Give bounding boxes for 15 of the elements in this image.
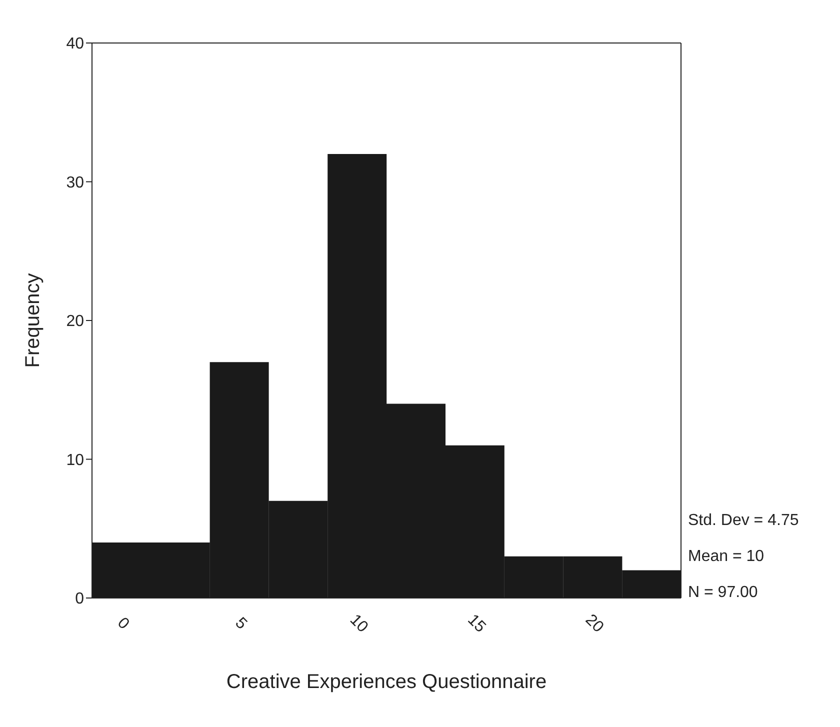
y-tick-label: 40 <box>66 36 84 53</box>
x-tick-label: 15 <box>464 611 489 636</box>
y-tick-label: 20 <box>66 313 84 330</box>
x-axis-title: Creative Experiences Questionnaire <box>226 671 547 693</box>
x-tick-label: 20 <box>582 611 607 636</box>
x-tick-label: 0 <box>114 614 132 633</box>
text: Mean = 10 <box>688 548 764 566</box>
text: N = 97.00 <box>688 584 758 602</box>
y-tick-label: 30 <box>66 174 84 192</box>
x-tick-label: 10 <box>346 611 372 636</box>
y-tick-label: 0 <box>75 590 84 608</box>
y-tick-label: 10 <box>66 452 84 469</box>
text: Std. Dev = 4.75 <box>688 512 799 530</box>
y-axis-title: Frequency <box>22 273 44 368</box>
x-tick-label: 5 <box>232 614 250 633</box>
